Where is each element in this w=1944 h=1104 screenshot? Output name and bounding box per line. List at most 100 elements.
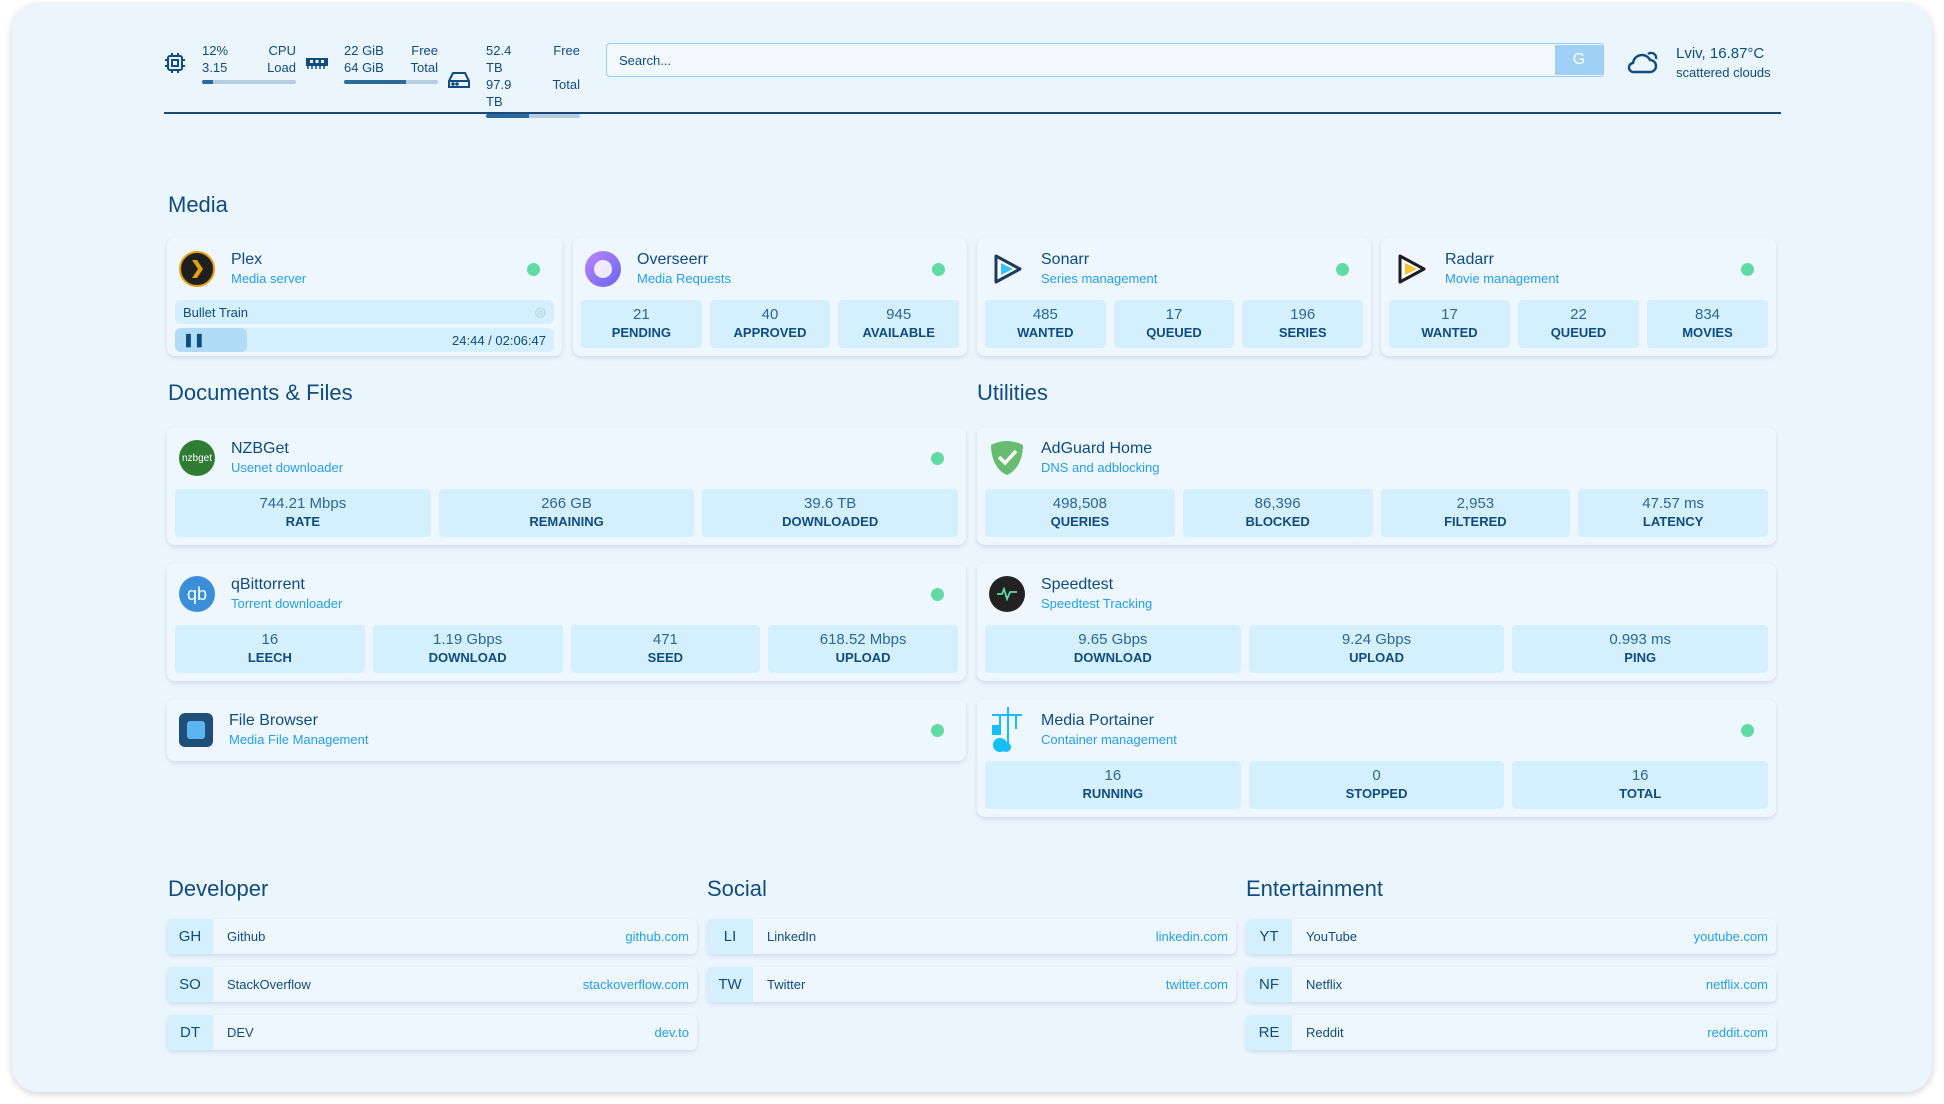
bookmark-linkedin[interactable]: LI LinkedIn linkedin.com [707, 919, 1236, 954]
status-dot [527, 263, 540, 276]
service-card-plex[interactable]: Plex Media server Bullet Train ◎ ❚❚ 24:44 /… [167, 238, 562, 356]
status-dot [1741, 263, 1754, 276]
disk-free: 52.4 TB [486, 43, 512, 75]
plex-logo-icon [179, 251, 215, 287]
free-label: Free [411, 43, 438, 58]
cpu-load: 3.15 [202, 60, 228, 75]
service-desc: Usenet downloader [231, 460, 344, 475]
bookmark-abbr: YT [1246, 919, 1292, 954]
bookmark-github[interactable]: GH Github github.com [167, 919, 697, 954]
stat-value: 618.52 Mbps [819, 631, 907, 648]
search-input[interactable] [607, 52, 1555, 68]
device-icon: ◎ [534, 304, 546, 319]
bookmark-abbr: RE [1246, 1015, 1292, 1050]
weather-widget[interactable]: Lviv, 16.87°C scattered clouds [1626, 44, 1771, 82]
stat-label: SEED [647, 650, 684, 665]
service-card-overseerr[interactable]: Overseerr Media Requests 21 PENDING 40 APPRO… [573, 238, 967, 356]
service-card-radarr[interactable]: Radarr Movie management 17 WANTED 22 QUEUED 8… [1381, 238, 1776, 356]
service-card-sonarr[interactable]: Sonarr Series management 485 WANTED 17 QUEUE… [977, 238, 1371, 356]
stat-value: 2,953 [1456, 495, 1495, 512]
dashboard-panel [12, 4, 1932, 1092]
stat-value: 22 [1570, 306, 1587, 323]
search-box: G [606, 43, 1604, 77]
bookmark-url: linkedin.com [1155, 929, 1228, 944]
stat-value: 9.65 Gbps [1078, 631, 1148, 648]
stat-value: 945 [886, 306, 912, 323]
section-title-social: Social [707, 876, 767, 901]
service-name: Radarr [1445, 251, 1494, 268]
memory-free: 22 GiB [344, 43, 384, 58]
stat-label: WANTED [1421, 325, 1478, 340]
bookmark-twitter[interactable]: TW Twitter twitter.com [707, 967, 1236, 1002]
stat-label: SERIES [1278, 325, 1327, 340]
weather-condition: scattered clouds [1676, 65, 1771, 80]
stat-label: DOWNLOADED [782, 514, 879, 529]
service-card-qbittorrent[interactable]: qb qBittorrent Torrent downloader 16 LEECH 1… [167, 563, 966, 681]
now-playing-title: Bullet Train [183, 304, 249, 320]
service-desc: Series management [1041, 271, 1158, 286]
stat-downloaded: 39.6 TB DOWNLOADED [702, 489, 959, 537]
stat-label: BLOCKED [1245, 514, 1310, 529]
free-label: Free [553, 43, 580, 58]
bookmark-stackoverflow[interactable]: SO StackOverflow stackoverflow.com [167, 967, 697, 1002]
service-card-file-browser[interactable]: File Browser Media File Management [167, 699, 966, 761]
cpu-label: CPU [268, 43, 296, 58]
stat-value: 17 [1165, 306, 1183, 323]
bookmark-name: Twitter [767, 977, 806, 992]
portainer-crane-icon [989, 707, 1025, 752]
stat-value: 40 [761, 306, 779, 323]
stat-value: 17 [1441, 306, 1458, 323]
bookmark-name: Reddit [1306, 1025, 1344, 1040]
stat-label: FILTERED [1444, 514, 1507, 529]
stat-label: DOWNLOAD [1073, 650, 1152, 665]
service-name: Sonarr [1041, 251, 1090, 268]
stat-value: 744.21 Mbps [259, 495, 347, 512]
stat-series: 196 SERIES [1242, 300, 1364, 348]
service-card-adguard[interactable]: AdGuard Home DNS and adblocking 498,508 QU… [977, 427, 1776, 545]
bookmark-reddit[interactable]: RE Reddit reddit.com [1246, 1015, 1776, 1050]
stat-value: 86,396 [1254, 495, 1301, 512]
service-card-portainer[interactable]: Media Portainer Container management 16 RU… [977, 699, 1776, 817]
stat-label: PING [1624, 650, 1657, 665]
overseerr-logo-icon [585, 251, 621, 287]
playback-progress[interactable]: ❚❚ 24:44 / 02:06:47 [175, 328, 554, 352]
stat-upload: 9.24 Gbps UPLOAD [1248, 625, 1505, 673]
service-card-speedtest[interactable]: Speedtest Speedtest Tracking 9.65 Gbps DOW… [977, 563, 1776, 681]
bookmark-dev[interactable]: DT DEV dev.to [167, 1015, 697, 1050]
status-dot [931, 588, 944, 601]
section-title-documents: Documents & Files [168, 380, 353, 405]
bookmark-abbr: GH [167, 919, 213, 954]
stat-approved: 40 APPROVED [709, 300, 831, 348]
bookmark-name: DEV [227, 1025, 254, 1040]
stat-label: QUEUED [1550, 325, 1607, 340]
service-name: Plex [231, 251, 263, 268]
stat-ping: 0.993 ms PING [1512, 625, 1769, 673]
total-label: Total [410, 60, 438, 75]
stat-stopped: 0 STOPPED [1248, 761, 1505, 809]
stat-value: 834 [1694, 306, 1721, 323]
total-label: Total [552, 77, 580, 92]
service-card-nzbget[interactable]: nzbget NZBGet Usenet downloader 744.21 Mbp… [167, 427, 966, 545]
stat-download: 1.19 Gbps DOWNLOAD [372, 625, 563, 673]
adguard-shield-icon [989, 440, 1025, 476]
stat-total: 16 TOTAL [1512, 761, 1769, 809]
bookmark-name: Netflix [1306, 977, 1343, 992]
bookmark-name: Github [227, 929, 266, 944]
stat-label: DOWNLOAD [428, 650, 507, 665]
stat-label: WANTED [1017, 325, 1074, 340]
bookmark-youtube[interactable]: YT YouTube youtube.com [1246, 919, 1776, 954]
service-desc: Media server [231, 271, 307, 286]
stat-pending: 21 PENDING [581, 300, 702, 348]
file-browser-logo-icon [179, 713, 213, 747]
memory-icon [304, 50, 330, 76]
bookmark-netflix[interactable]: NF Netflix netflix.com [1246, 967, 1776, 1002]
pause-icon[interactable]: ❚❚ [183, 332, 205, 347]
stat-label: MOVIES [1682, 325, 1733, 340]
bookmark-name: StackOverflow [227, 977, 311, 992]
section-title-entertainment: Entertainment [1246, 876, 1383, 901]
bookmark-url: twitter.com [1165, 977, 1228, 992]
stat-wanted: 485 WANTED [985, 300, 1106, 348]
stat-label: QUERIES [1050, 514, 1110, 529]
stat-value: 9.24 Gbps [1341, 631, 1412, 648]
google-search-button[interactable]: G [1555, 45, 1603, 75]
